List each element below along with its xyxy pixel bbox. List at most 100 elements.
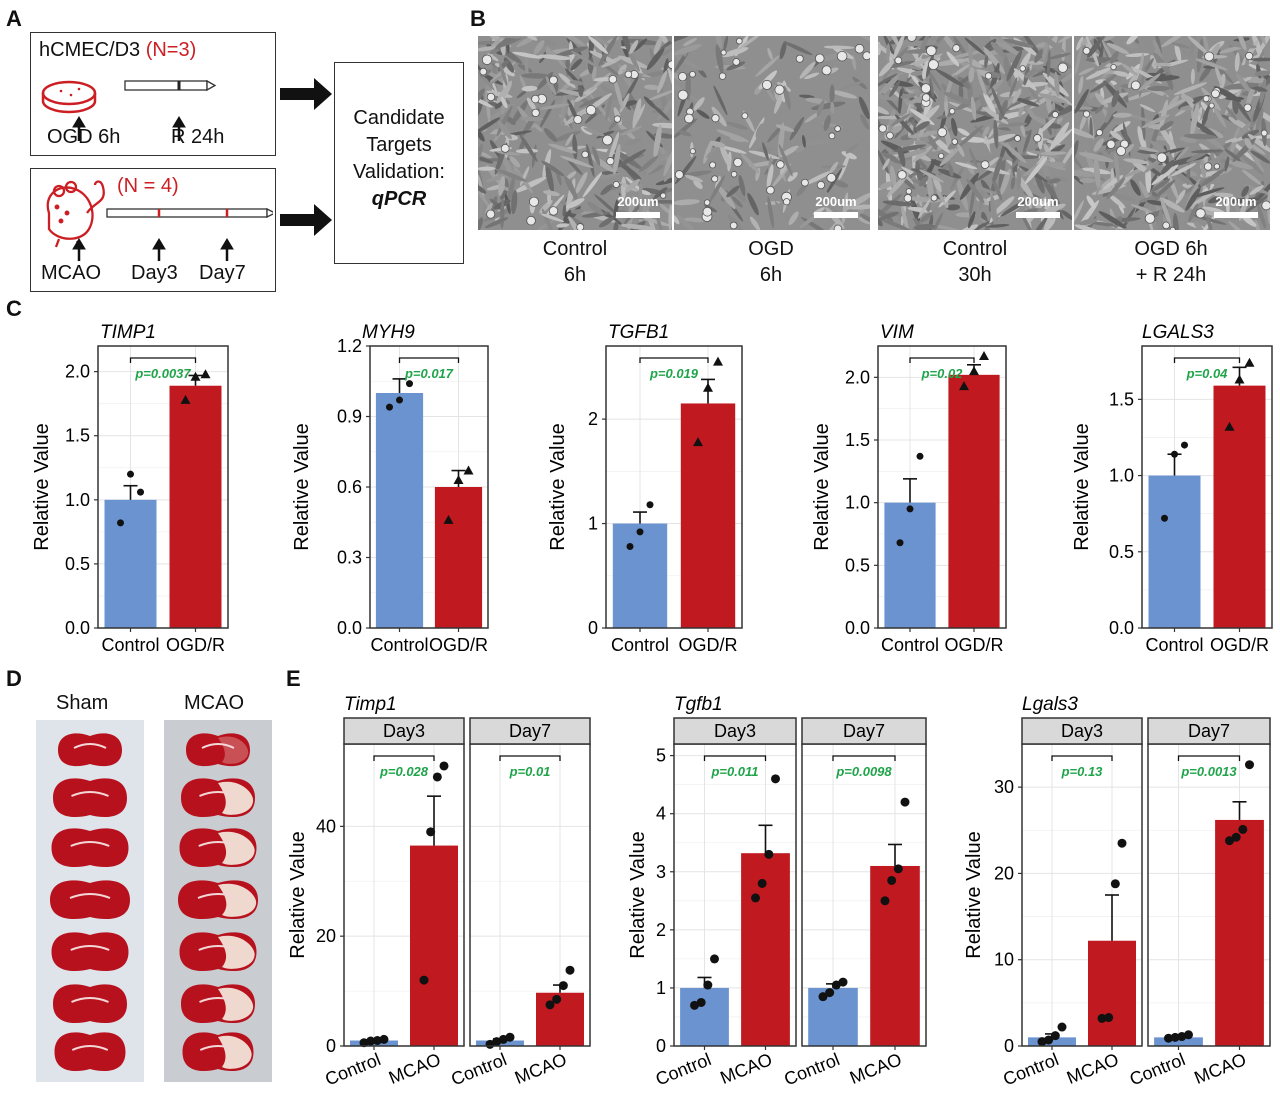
cell-shape [684,174,704,183]
cell-shape [1121,63,1138,76]
data-point [703,980,713,990]
brain-slice [54,1032,126,1072]
y-tick-label: 10 [994,950,1014,970]
facet-label: Day7 [843,721,885,741]
data-point [1234,374,1245,384]
cell-shape [755,123,764,139]
y-tick-label: 0.5 [1109,542,1134,562]
cell-shape [1239,152,1264,175]
cell-shape [600,172,620,180]
cell-shape [1000,197,1030,217]
cell-shape [731,195,743,208]
cell-shape [1031,216,1048,230]
cell-shape [1045,86,1072,106]
cell-shape [1173,82,1208,96]
cell-shape [540,213,565,223]
control-bar [1148,475,1201,628]
p-value: p=0.017 [404,366,454,381]
cell-shape [1201,36,1210,56]
treated-bar [1088,940,1136,1046]
cell-shape [674,212,680,225]
y-axis-label: Relative Value [31,423,53,550]
cell-shape [583,127,605,137]
cell-shape [642,217,671,227]
cell-shape [878,217,911,230]
cell-shape [886,43,890,63]
cell-shape [1074,171,1084,185]
data-point [396,396,403,404]
cell-shape [958,224,979,230]
cell-shape [804,111,821,123]
rounded-cell [1033,134,1042,143]
rounded-cell [816,180,826,190]
rounded-cell [1204,51,1215,62]
cell-shape [1079,218,1098,226]
rounded-cell [921,93,931,102]
cell-shape [559,155,594,168]
right-arrow-icon [280,204,332,236]
white-matter [70,945,110,951]
x-tick-label: MCAO [847,1049,905,1088]
cell-shape [799,61,816,79]
data-point [419,975,429,985]
cell-shape [890,113,911,127]
cell-shape [1085,67,1112,80]
cell-shape [823,189,846,219]
cell-shape [983,46,1006,75]
cell-shape [990,41,1006,59]
x-tick-label: MCAO [386,1049,444,1088]
animal-schematic [46,180,273,261]
data-point [1104,1013,1114,1023]
chart-title: Timp1 [344,694,397,715]
cell-shape [829,161,839,174]
cell-shape [560,92,567,126]
animal-model-box: (N = 4) MCAO Day3 Day7 [30,168,276,292]
y-axis-label: Relative Value [627,831,649,958]
cell-shape [1241,169,1262,186]
cell-shape [816,99,825,117]
brain-tissue [53,984,127,1024]
panel-label-b: B [470,6,486,31]
cell-shape [948,163,954,177]
cell-shape [1079,177,1096,184]
y-tick-label: 0.6 [337,477,362,497]
x-tick-label: Control [1145,635,1203,655]
cell-shape [957,128,971,137]
cell-shape [478,166,496,171]
plot-border [97,345,229,629]
cell-shape [478,126,485,142]
rounded-cell [1260,129,1268,137]
cell-shape [1022,129,1032,155]
cell-shape [1224,156,1230,172]
data-point [1181,441,1188,449]
cell-shape [566,198,585,209]
cell-shape [478,217,484,230]
cell-shape [496,151,522,156]
cell-shape [556,223,570,228]
cell-shape [614,78,624,110]
cell-shape [1254,219,1261,230]
cell-shape [888,108,896,135]
rounded-cell [526,215,536,226]
micrograph-2: 200um [674,36,870,230]
facet-label: Day3 [383,721,425,741]
data-point [545,1000,555,1010]
rounded-cell [1051,111,1059,119]
y-tick-label: 1 [588,514,598,534]
cell-shape [956,125,984,149]
data-point [636,528,644,536]
cell-shape [1146,85,1171,92]
chart-myh9: MYH9 Relative Value 0.0 0.3 0.6 0.9 1.2 p=0.017… [291,322,489,655]
cell-shape [1109,130,1123,141]
cell-shape [1206,106,1214,134]
rounded-cell [878,124,887,133]
rounded-cell [862,51,870,61]
cell-shape [910,70,926,76]
cell-shape [992,156,1003,183]
cell-shape [1003,38,1035,48]
cell-shape [1086,39,1102,58]
data-point [838,977,848,987]
cell-shape [496,82,512,104]
data-point [366,1036,376,1046]
plot-border [369,345,489,629]
